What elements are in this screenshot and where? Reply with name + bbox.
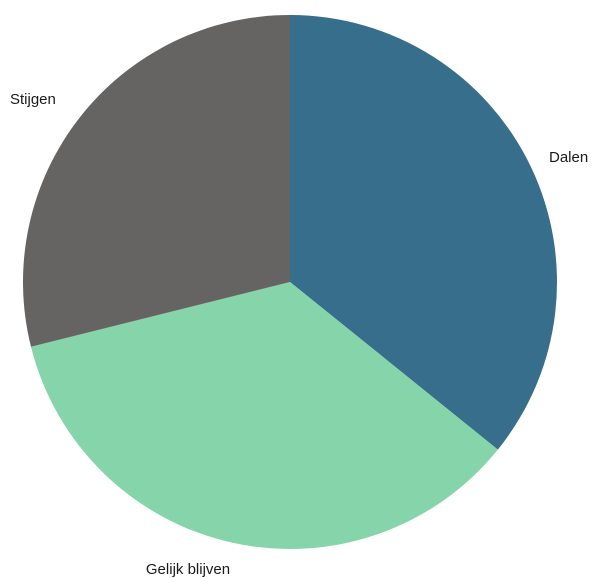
slice-label-stijgen: Stijgen: [10, 91, 56, 108]
slice-label-dalen: Dalen: [549, 149, 588, 166]
pie-labels: Dalen Gelijk blijven Stijgen: [10, 91, 588, 578]
pie-slices: [23, 15, 557, 549]
pie-slice-dalen: [290, 15, 557, 450]
pie-slice-gelijk-blijven: [30, 282, 498, 549]
pie-slice-stijgen: [23, 15, 290, 347]
slice-label-gelijk-blijven: Gelijk blijven: [146, 561, 230, 578]
